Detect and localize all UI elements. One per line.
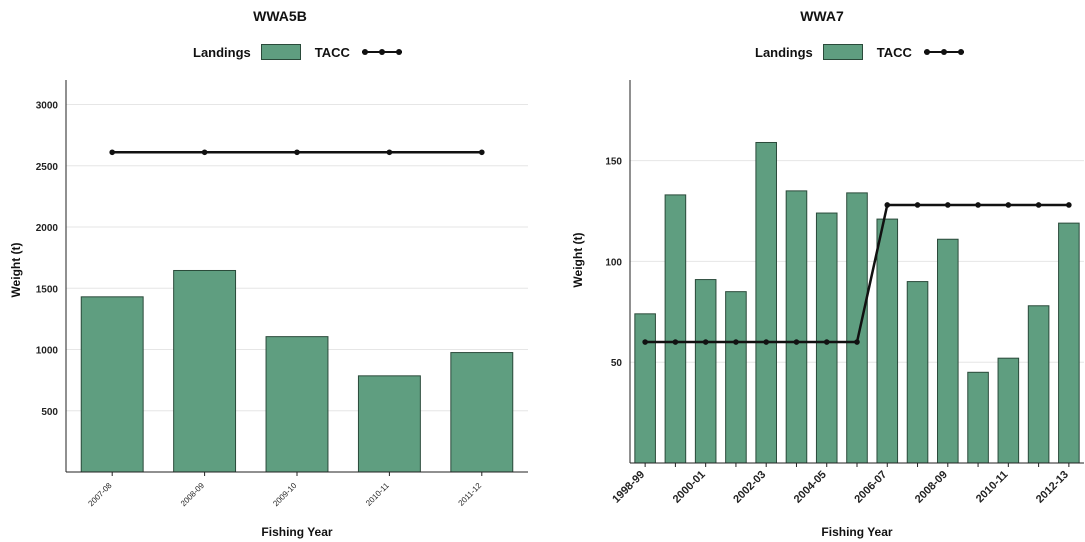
point-tacc xyxy=(1066,202,1072,208)
y-tick-label: 2500 xyxy=(36,162,59,173)
legend-label-tacc: TACC xyxy=(314,44,350,60)
x-axis-title: Fishing Year xyxy=(261,525,332,539)
legend-label-landings: Landings xyxy=(755,44,813,60)
point-tacc xyxy=(945,202,951,208)
y-tick-label: 1000 xyxy=(36,346,59,357)
bar-landings xyxy=(634,313,656,464)
y-axis-title: Weight (t) xyxy=(571,232,585,287)
chart-legend: Landings TACC xyxy=(755,44,964,60)
bar-landings xyxy=(937,238,959,464)
bar-landings xyxy=(173,269,237,473)
y-tick-label: 150 xyxy=(605,157,622,168)
x-tick-label: 1998-99 xyxy=(610,469,647,506)
bar-landings xyxy=(725,291,747,464)
chart-title: WWA7 xyxy=(800,8,844,24)
point-tacc xyxy=(914,202,921,208)
x-tick-label: 2010-11 xyxy=(364,481,391,508)
x-tick-label: 2007-08 xyxy=(86,481,114,509)
chart-plot-wwa7: 50 100 150 1998-99 2000-01 2002-03 2004-05 2006… xyxy=(571,80,1084,539)
chart-title: WWA5B xyxy=(253,8,307,24)
x-tick-label: 2000-01 xyxy=(671,469,708,506)
y-axis-title: Weight (t) xyxy=(9,242,23,297)
bar-landings xyxy=(664,194,687,464)
y-tick-label: 100 xyxy=(605,257,622,268)
chart-legend: Landings TACC xyxy=(193,44,402,60)
point-tacc xyxy=(854,339,860,345)
x-tick-label: 2011-12 xyxy=(457,481,484,508)
y-tick-label: 1500 xyxy=(36,284,59,295)
x-tick-label: 2008-09 xyxy=(913,469,950,506)
point-tacc xyxy=(763,339,769,345)
bar-landings xyxy=(846,192,868,464)
legend-swatch-landings xyxy=(822,44,863,60)
point-tacc xyxy=(109,149,115,156)
y-tick-label: 50 xyxy=(611,358,623,369)
bar-landings xyxy=(357,375,421,473)
x-tick-label: 2010-11 xyxy=(974,469,1011,506)
legend-line-tacc xyxy=(361,45,402,59)
bar-landings xyxy=(1027,305,1050,464)
bar-landings xyxy=(755,141,777,464)
legend-label-tacc: TACC xyxy=(876,44,912,60)
legend-swatch-landings xyxy=(260,44,301,60)
x-tick-label: 2004-05 xyxy=(792,469,829,506)
x-tick-label: 2009-10 xyxy=(271,481,299,509)
x-tick-label: 2012-13 xyxy=(1034,469,1071,506)
x-tick-label: 2008-09 xyxy=(179,481,207,509)
chart-panel-wwa5b: WWA5B Landings TACC 500 1000 1500 2000 2500 3… xyxy=(0,0,542,542)
point-tacc xyxy=(201,149,208,156)
x-tick-label: 2002-03 xyxy=(731,469,768,506)
point-tacc xyxy=(975,202,981,208)
point-tacc xyxy=(733,339,739,345)
bar-landings xyxy=(1058,222,1080,464)
bar-landings xyxy=(967,371,989,464)
x-axis-title: Fishing Year xyxy=(821,525,892,539)
bar-landings xyxy=(876,218,899,464)
bar-landings xyxy=(694,279,717,464)
bar-landings xyxy=(815,212,838,464)
point-tacc xyxy=(793,339,800,345)
point-tacc xyxy=(386,149,393,156)
bar-landings xyxy=(265,336,329,473)
bar-landings xyxy=(997,357,1020,464)
x-tick-label: 2006-07 xyxy=(852,469,889,506)
bar-landings xyxy=(80,296,144,473)
y-tick-label: 500 xyxy=(41,407,58,418)
point-tacc xyxy=(672,339,679,345)
chart-panel-wwa7: WWA7 Landings TACC 50 100 150 1998-99 2000-0… xyxy=(542,0,1085,542)
bar-landings xyxy=(785,190,808,464)
y-tick-label: 3000 xyxy=(36,101,59,112)
y-tick-label: 2000 xyxy=(36,223,59,234)
point-tacc xyxy=(294,149,300,156)
point-tacc xyxy=(1035,202,1042,208)
legend-line-tacc xyxy=(923,45,964,59)
legend-label-landings: Landings xyxy=(193,44,251,60)
bar-landings xyxy=(450,352,514,473)
point-tacc xyxy=(642,339,648,345)
point-tacc xyxy=(702,339,709,345)
chart-plot-wwa5b: 500 1000 1500 2000 2500 3000 2007-08 2008-09 200… xyxy=(9,80,528,539)
point-tacc xyxy=(1005,202,1012,208)
point-tacc xyxy=(884,202,891,208)
point-tacc xyxy=(479,149,485,156)
point-tacc xyxy=(823,339,830,345)
bar-landings xyxy=(906,281,929,464)
